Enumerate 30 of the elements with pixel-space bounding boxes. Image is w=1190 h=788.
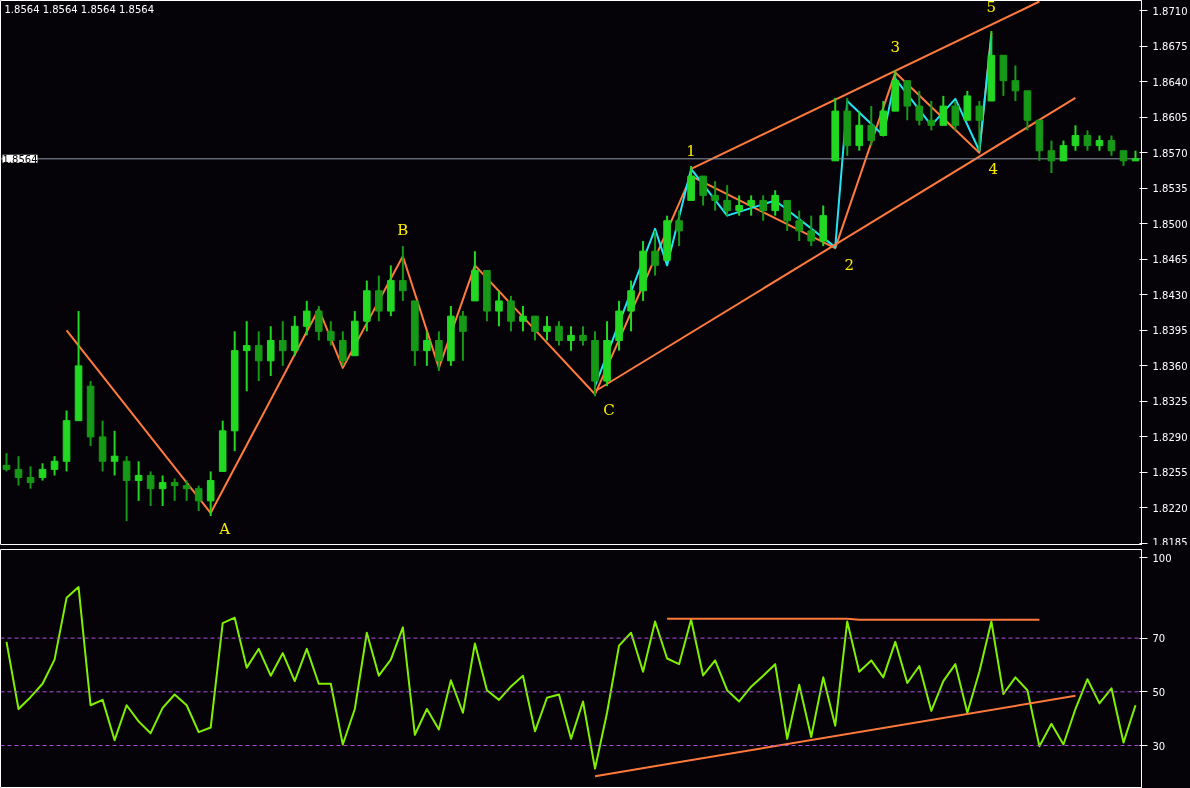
y-tick-label: 1.8290 bbox=[1152, 431, 1188, 443]
y-tick-label: 1.8255 bbox=[1152, 467, 1188, 479]
annotation: 1 bbox=[686, 141, 696, 160]
annotation: 5 bbox=[986, 0, 997, 17]
ref-line-label: 1.8564 bbox=[2, 153, 38, 165]
annotation: B bbox=[397, 221, 409, 240]
annotation: C bbox=[603, 401, 615, 420]
y-tick-label: 1.8535 bbox=[1152, 183, 1188, 195]
y-tick-label: 50 bbox=[1152, 686, 1166, 698]
y-tick-label: 1.8325 bbox=[1152, 396, 1188, 408]
y-tick-label: 100 bbox=[1152, 552, 1172, 564]
annotation: 3 bbox=[890, 38, 901, 57]
y-tick-label: 1.8640 bbox=[1152, 76, 1188, 88]
y-tick-label: 1.8710 bbox=[1152, 5, 1188, 17]
annotation: A bbox=[218, 520, 231, 539]
y-tick-label: 30 bbox=[1152, 740, 1166, 752]
y-tick-label: 1.8185 bbox=[1152, 536, 1188, 548]
y-tick-label: 1.8465 bbox=[1152, 254, 1188, 266]
y-tick-label: 1.8430 bbox=[1152, 289, 1188, 301]
annotation: 1.8564 1.8564 1.8564 1.8564 bbox=[4, 3, 154, 15]
y-tick-label: 1.8570 bbox=[1152, 147, 1188, 159]
y-tick-label: 1.8675 bbox=[1152, 41, 1188, 53]
y-tick-label: 70 bbox=[1152, 633, 1166, 645]
annotation: 2 bbox=[844, 255, 855, 274]
annotation: 4 bbox=[988, 160, 999, 179]
y-tick-label: 1.8605 bbox=[1152, 112, 1188, 124]
y-tick-label: 1.8220 bbox=[1152, 502, 1188, 514]
y-tick-label: 1.8395 bbox=[1152, 325, 1188, 337]
y-tick-label: 1.8360 bbox=[1152, 360, 1188, 372]
y-tick-label: 1.8500 bbox=[1152, 218, 1188, 230]
